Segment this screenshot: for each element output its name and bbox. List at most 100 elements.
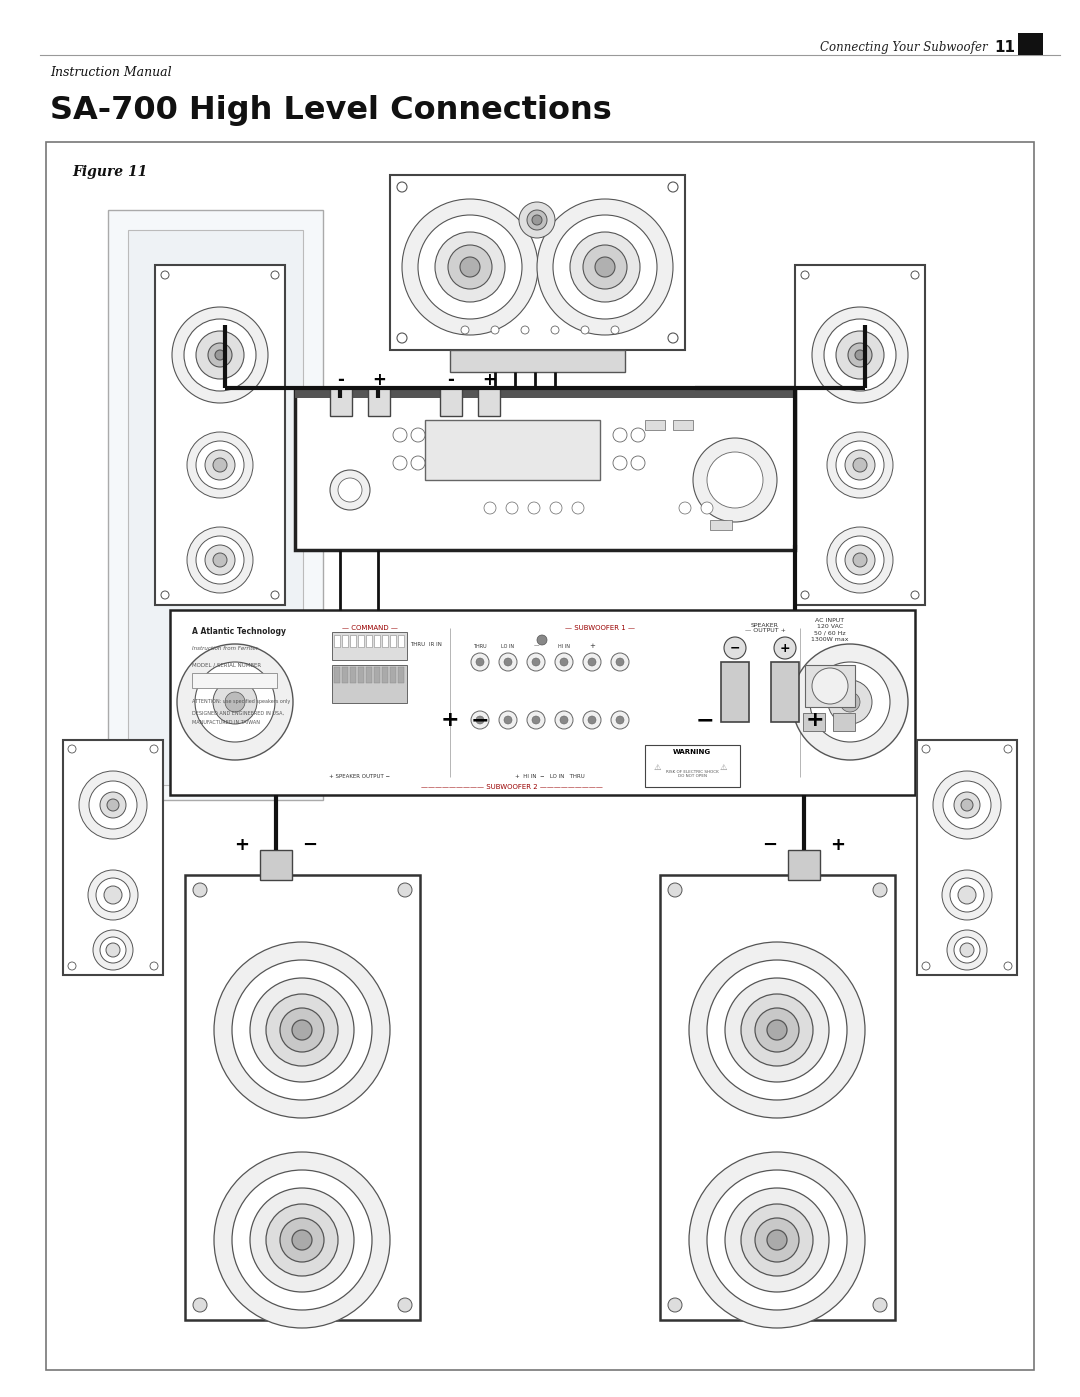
Bar: [805, 665, 855, 707]
Text: -: -: [338, 372, 345, 388]
Circle shape: [214, 1153, 390, 1329]
Circle shape: [669, 182, 678, 191]
Circle shape: [725, 1187, 829, 1292]
Circle shape: [707, 453, 762, 509]
Circle shape: [810, 662, 890, 742]
Bar: [63, 740, 163, 975]
Circle shape: [724, 637, 746, 659]
Bar: [710, 520, 732, 529]
Bar: [390, 175, 685, 351]
Circle shape: [801, 591, 809, 599]
Text: Instruction Manual: Instruction Manual: [50, 66, 172, 78]
Circle shape: [755, 1218, 799, 1261]
Circle shape: [613, 427, 627, 441]
Circle shape: [532, 658, 540, 666]
Circle shape: [950, 877, 984, 912]
Circle shape: [616, 717, 624, 724]
Bar: [374, 666, 380, 683]
Circle shape: [1004, 745, 1012, 753]
Circle shape: [96, 877, 130, 912]
Circle shape: [150, 745, 158, 753]
Text: SPEAKER
— OUTPUT +: SPEAKER — OUTPUT +: [744, 623, 785, 633]
Bar: [673, 420, 693, 430]
Circle shape: [689, 1153, 865, 1329]
Bar: [366, 636, 372, 647]
Circle shape: [208, 344, 232, 367]
Circle shape: [532, 717, 540, 724]
Circle shape: [555, 711, 573, 729]
Circle shape: [801, 271, 809, 279]
Circle shape: [912, 271, 919, 279]
Text: MANUFACTURED IN TAIWAN: MANUFACTURED IN TAIWAN: [192, 721, 260, 725]
Text: DESIGNED AND ENGINEERED IN USA,: DESIGNED AND ENGINEERED IN USA,: [192, 711, 284, 715]
Bar: [390, 666, 396, 683]
Text: Figure 11: Figure 11: [72, 165, 147, 179]
Circle shape: [471, 652, 489, 671]
Circle shape: [553, 215, 657, 319]
Bar: [350, 636, 356, 647]
Circle shape: [280, 1218, 324, 1261]
Circle shape: [292, 1229, 312, 1250]
Circle shape: [792, 644, 908, 760]
Circle shape: [613, 455, 627, 469]
Bar: [788, 849, 820, 880]
Bar: [645, 420, 665, 430]
Circle shape: [100, 937, 126, 963]
Circle shape: [588, 658, 596, 666]
Bar: [295, 390, 795, 398]
Text: IR IN: IR IN: [429, 643, 442, 647]
Circle shape: [707, 960, 847, 1099]
Circle shape: [828, 680, 872, 724]
Bar: [478, 388, 500, 416]
Circle shape: [249, 1187, 354, 1292]
Text: −: −: [762, 835, 778, 854]
Circle shape: [491, 326, 499, 334]
Text: THRU: THRU: [473, 644, 487, 648]
Text: +: +: [482, 372, 496, 388]
Circle shape: [551, 326, 559, 334]
Text: Instruction from Ferriter: Instruction from Ferriter: [192, 645, 258, 651]
Circle shape: [214, 942, 390, 1118]
Circle shape: [476, 658, 484, 666]
Circle shape: [150, 963, 158, 970]
Text: —: —: [534, 644, 539, 648]
Bar: [192, 673, 276, 687]
Bar: [833, 712, 855, 731]
Circle shape: [393, 455, 407, 469]
Circle shape: [280, 1009, 324, 1052]
Text: +: +: [780, 641, 791, 655]
Circle shape: [460, 257, 480, 277]
Bar: [721, 662, 750, 722]
Circle shape: [836, 441, 885, 489]
Text: +: +: [373, 372, 386, 388]
Bar: [368, 388, 390, 416]
Circle shape: [527, 652, 545, 671]
Bar: [450, 351, 625, 372]
Circle shape: [537, 636, 546, 645]
Circle shape: [845, 450, 875, 481]
Circle shape: [195, 331, 244, 379]
Circle shape: [812, 307, 908, 402]
Bar: [660, 875, 895, 1320]
Circle shape: [476, 717, 484, 724]
Text: MODEL / SERIAL NUMBER: MODEL / SERIAL NUMBER: [192, 662, 261, 668]
Bar: [170, 610, 915, 795]
Text: A Atlantic Technology: A Atlantic Technology: [192, 627, 286, 637]
Circle shape: [271, 271, 279, 279]
Text: ATTENTION: use specified speakers only: ATTENTION: use specified speakers only: [192, 700, 291, 704]
Circle shape: [411, 427, 426, 441]
Circle shape: [583, 711, 600, 729]
Circle shape: [471, 711, 489, 729]
Bar: [334, 666, 340, 683]
Circle shape: [836, 331, 885, 379]
Circle shape: [954, 792, 980, 819]
Text: LO IN: LO IN: [501, 644, 514, 648]
Circle shape: [836, 536, 885, 584]
Circle shape: [266, 995, 338, 1066]
Bar: [108, 210, 323, 800]
Circle shape: [68, 963, 76, 970]
Circle shape: [669, 1298, 681, 1312]
Circle shape: [448, 244, 492, 289]
Circle shape: [873, 1298, 887, 1312]
Circle shape: [947, 930, 987, 970]
